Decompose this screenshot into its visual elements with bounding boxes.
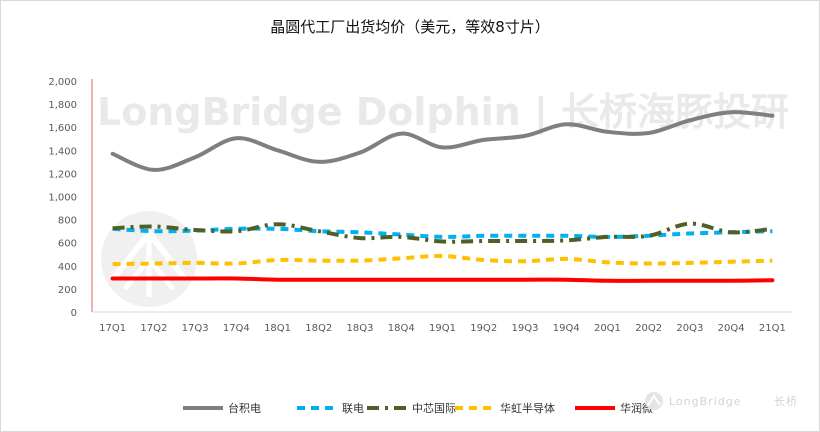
x-tick-label: 18Q3 bbox=[347, 323, 374, 334]
y-tick-label: 2,000 bbox=[48, 77, 77, 88]
chart-title: 晶圆代工厂出货均价（美元，等效8寸片） bbox=[270, 18, 550, 36]
x-tick-label: 20Q1 bbox=[594, 323, 621, 334]
y-tick-label: 800 bbox=[58, 216, 77, 227]
series-lines bbox=[110, 110, 775, 283]
y-tick-label: 0 bbox=[71, 308, 77, 319]
legend-label-3: 华虹半导体 bbox=[500, 401, 555, 415]
y-tick-label: 1,400 bbox=[48, 146, 77, 157]
series-line-2 bbox=[112, 221, 773, 244]
legend-label-4: 华润微 bbox=[620, 401, 653, 415]
brand-text: LongBridge bbox=[669, 395, 741, 408]
brand-logo-icon bbox=[645, 392, 663, 410]
x-tick-label: 19Q3 bbox=[511, 323, 538, 334]
series-line-1 bbox=[112, 226, 773, 239]
x-tick-label: 17Q1 bbox=[99, 323, 126, 334]
series-line-0 bbox=[110, 110, 775, 172]
y-tick-label: 1,200 bbox=[48, 169, 77, 180]
legend: 台积电 联电 中芯国际 华虹半导体 华润微 bbox=[183, 401, 653, 415]
x-tick-label: 17Q4 bbox=[223, 323, 250, 334]
x-tick-label: 18Q2 bbox=[305, 323, 332, 334]
x-tick-label: 17Q2 bbox=[140, 323, 167, 334]
x-tick-label: 19Q4 bbox=[553, 323, 580, 334]
x-tick-label: 20Q3 bbox=[676, 323, 703, 334]
series-line-4 bbox=[110, 276, 775, 283]
y-tick-label: 1,000 bbox=[48, 193, 77, 204]
legend-label-1: 联电 bbox=[342, 402, 364, 415]
x-tick-label: 18Q1 bbox=[264, 323, 291, 334]
x-tick-label: 21Q1 bbox=[759, 323, 786, 334]
y-tick-labels: 0 200 400 600 800 1,000 1,200 1,400 1,600 1,800 2,… bbox=[48, 77, 77, 319]
x-tick-label: 18Q4 bbox=[388, 323, 415, 334]
legend-label-2: 中芯国际 bbox=[412, 401, 456, 415]
x-tick-label: 17Q3 bbox=[182, 323, 209, 334]
legend-label-0: 台积电 bbox=[228, 401, 261, 415]
brand-suffix: 长桥 bbox=[774, 395, 798, 408]
y-tick-label: 1,800 bbox=[48, 100, 77, 111]
x-tick-label: 20Q2 bbox=[635, 323, 662, 334]
y-tick-label: 1,600 bbox=[48, 123, 77, 134]
x-tick-labels: 17Q1 17Q2 17Q3 17Q4 18Q1 18Q2 18Q3 18Q4 19Q1 19Q2… bbox=[99, 323, 786, 334]
x-tick-label: 19Q2 bbox=[470, 323, 497, 334]
y-tick-label: 400 bbox=[58, 262, 77, 273]
y-tick-label: 600 bbox=[58, 239, 77, 250]
series-line-3 bbox=[112, 253, 773, 267]
x-tick-label: 19Q1 bbox=[429, 323, 456, 334]
watermark-text: LongBridge Dolphin | 长桥海豚投研 bbox=[97, 90, 789, 135]
y-tick-label: 200 bbox=[58, 285, 77, 296]
x-tick-label: 20Q4 bbox=[718, 323, 745, 334]
